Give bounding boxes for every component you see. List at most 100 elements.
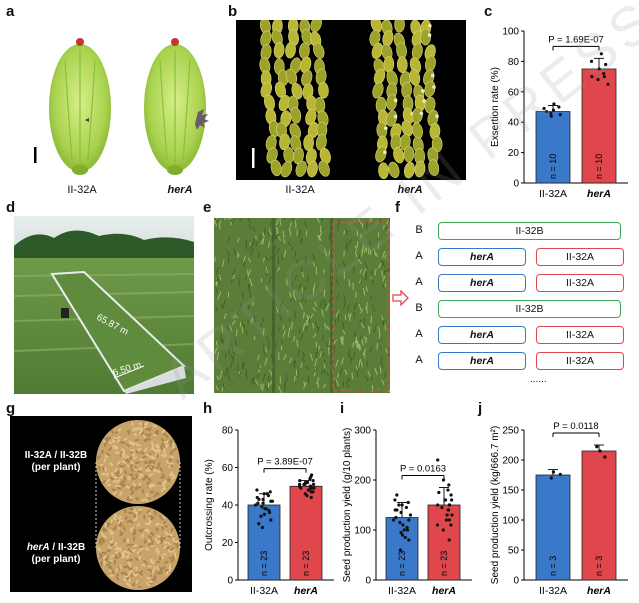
seed: [143, 559, 147, 564]
rice-stroke: [381, 250, 386, 259]
rice-stroke: [214, 347, 218, 354]
seed: [151, 560, 156, 565]
data-point: [551, 108, 556, 112]
rice-stroke: [215, 267, 219, 276]
seed: [128, 440, 132, 445]
rice-stroke: [384, 254, 387, 260]
rice-stroke: [312, 252, 316, 261]
seed: [118, 439, 123, 444]
rice-stroke: [303, 220, 308, 228]
seed: [116, 435, 121, 440]
rice-stroke: [215, 340, 218, 347]
seed: [148, 517, 151, 523]
seed: [112, 435, 117, 440]
seed: [143, 514, 146, 520]
seed: [135, 579, 139, 585]
seed: [108, 544, 112, 550]
rice-stroke: [336, 387, 340, 393]
seed: [131, 441, 134, 446]
y-tick-label: 100: [502, 516, 519, 527]
y-tick-label: 80: [508, 57, 520, 68]
rice-stroke: [346, 304, 350, 312]
seed: [101, 551, 107, 555]
seed: [146, 577, 151, 580]
seed: [160, 442, 164, 447]
data-point: [440, 505, 444, 510]
data-point: [596, 78, 600, 82]
p-value: P = 3.89E-07: [257, 457, 313, 468]
seed: [162, 536, 167, 540]
stigma: [383, 150, 387, 155]
seed: [146, 509, 151, 514]
data-point: [449, 493, 453, 497]
rice-stroke: [224, 218, 226, 221]
rice-stroke: [302, 312, 305, 319]
panel-g-photo: II-32A / II-32B (per plant) herA / II-32…: [10, 416, 192, 592]
grain: [293, 147, 304, 165]
rice-stroke: [262, 383, 264, 391]
rice-stroke: [306, 275, 310, 283]
rice-stroke: [275, 218, 280, 226]
rice-stroke: [310, 313, 314, 319]
seed-label-bottom: herA / II-32B (per plant): [16, 542, 96, 566]
rice-stroke: [364, 261, 368, 269]
seed: [123, 476, 127, 481]
seed: [119, 531, 124, 535]
seed: [109, 539, 113, 544]
grain: [299, 42, 310, 60]
category-label: herA: [432, 585, 456, 597]
seed: [116, 439, 121, 443]
seed: [106, 452, 110, 457]
seed: [168, 477, 171, 483]
seed: [155, 523, 160, 526]
seed: [98, 540, 102, 546]
rice-stroke: [340, 336, 343, 345]
rice-stroke: [233, 314, 236, 320]
data-point: [400, 533, 405, 537]
rice-stroke: [365, 337, 367, 344]
seed: [141, 563, 147, 567]
schematic-box-ii32a: II-32A: [536, 326, 624, 344]
seed: [147, 467, 151, 472]
seed: [108, 529, 113, 534]
data-point: [269, 518, 273, 522]
y-tick-label: 40: [222, 501, 234, 512]
panel-label-b: b: [228, 3, 238, 20]
rice-stroke: [370, 294, 373, 300]
rice-stroke: [268, 229, 272, 236]
data-point: [268, 490, 272, 494]
rice-stroke: [351, 372, 354, 380]
data-point: [305, 494, 309, 498]
rice-stroke: [326, 371, 329, 377]
seed: [160, 539, 164, 544]
seed: [160, 569, 163, 575]
seed: [153, 575, 157, 580]
data-point: [597, 67, 601, 71]
seed: [110, 519, 113, 524]
rice-stroke: [291, 322, 294, 329]
seed: [142, 422, 145, 428]
rice-stroke: [289, 221, 292, 227]
rice-stroke: [325, 303, 330, 312]
seed: [123, 575, 129, 578]
rice-stroke: [293, 375, 296, 382]
grain: [319, 147, 331, 164]
seed: [126, 554, 130, 560]
seed: [105, 558, 109, 563]
seed: [124, 508, 127, 514]
rice-stroke: [363, 352, 366, 359]
rice-stroke: [268, 276, 272, 284]
seed: [130, 491, 135, 496]
row-gap: [330, 218, 333, 393]
grain: [295, 160, 307, 177]
grain: [386, 110, 398, 127]
rice-stroke: [335, 278, 339, 286]
seed: [130, 421, 134, 426]
seed: [135, 449, 139, 455]
n-label: n = 23: [397, 551, 407, 576]
rice-stroke: [235, 329, 238, 337]
data-point: [449, 523, 453, 527]
panel-d-photo: 65.87 m 6.50 m: [14, 216, 194, 394]
panel-label-d: d: [6, 199, 16, 216]
